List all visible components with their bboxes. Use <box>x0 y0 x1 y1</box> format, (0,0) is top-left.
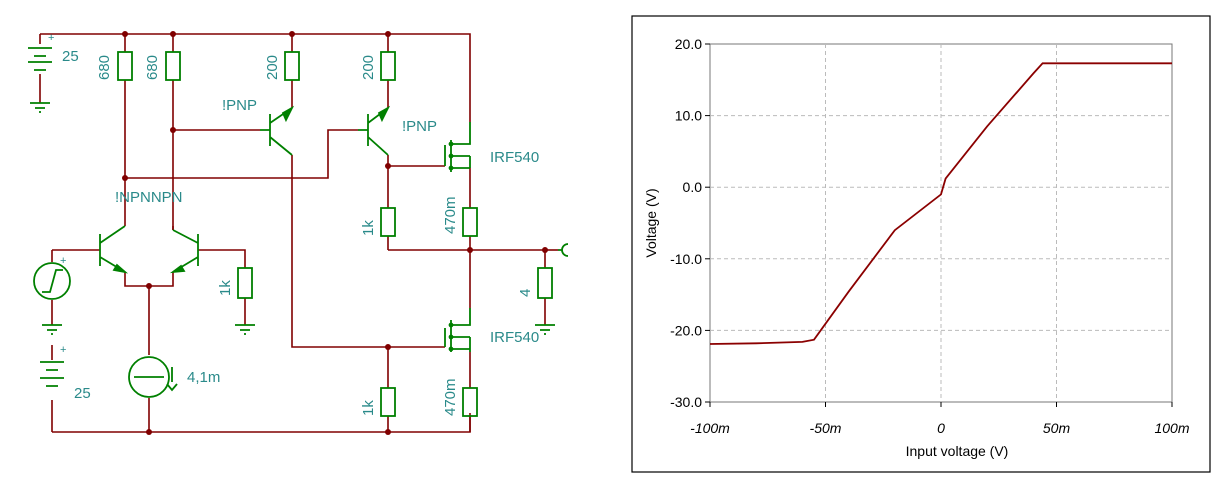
label-pnp-b: !PNP <box>402 118 437 135</box>
label-r-470m-bottom: 470m <box>442 378 459 416</box>
label-r-470m-top: 470m <box>442 196 459 234</box>
resistor-1k-right <box>237 267 253 299</box>
y-tick-label: -10.0 <box>670 251 702 267</box>
x-tick-label: 0 <box>937 420 945 436</box>
label-r-680-a: 680 <box>96 55 113 80</box>
label-r-1k-top: 1k <box>360 220 377 236</box>
label-r-1k-right: 1k <box>217 280 234 296</box>
pnp-transistor-b-icon <box>358 105 391 156</box>
series-line <box>709 62 1172 345</box>
label-plus: + <box>60 255 66 267</box>
y-axis-label: Voltage (V) <box>643 188 659 257</box>
y-tick-label: 20.0 <box>675 36 702 52</box>
label-npn-pair: !NPNNPN <box>115 189 183 206</box>
circuit-schematic: 25 + + + 25 680 680 200 200 !PNP !PNP IR… <box>28 31 569 435</box>
x-axis-label: Input voltage (V) <box>906 443 1009 459</box>
resistor-200-a <box>284 51 300 81</box>
npn-pair-icon <box>99 225 199 274</box>
x-tick-label: 50m <box>1043 420 1071 436</box>
label-battery-bottom: 25 <box>74 385 91 402</box>
resistor-680-b <box>165 51 181 81</box>
label-mosfet-top: IRF540 <box>490 149 539 166</box>
ground-icon <box>30 102 50 113</box>
output-terminal-icon <box>558 243 569 257</box>
bottom-rail-wire <box>52 413 471 433</box>
chart-frame <box>631 15 1211 473</box>
resistor-470m-bottom <box>462 387 478 417</box>
y-tick-label: -20.0 <box>670 322 702 338</box>
ground-icon <box>535 324 555 335</box>
x-tick-label: -100m <box>690 420 730 436</box>
plot-area <box>709 43 1173 403</box>
y-tick-label: 0.0 <box>683 179 703 195</box>
mosfet-top-icon <box>444 122 471 172</box>
current-source-icon <box>128 356 178 398</box>
label-r-680-b: 680 <box>144 55 161 80</box>
mosfet-bottom-icon <box>444 308 471 352</box>
resistor-470m-top <box>462 207 478 237</box>
label-r-200-a: 200 <box>264 55 281 80</box>
y-tick-label: -30.0 <box>670 394 702 410</box>
label-r-200-b: 200 <box>360 55 377 80</box>
label-current-source: 4,1m <box>187 369 220 386</box>
grid-lines <box>710 44 1172 402</box>
y-tick-label: 10.0 <box>675 108 702 124</box>
pnp-transistor-a-icon <box>260 105 295 156</box>
battery-top-icon <box>28 47 52 71</box>
label-pnp-a: !PNP <box>222 97 257 114</box>
resistor-1k-top <box>380 207 396 237</box>
label-plus: + <box>60 344 66 356</box>
label-r-4: 4 <box>517 289 534 297</box>
resistor-1k-bottom <box>380 387 396 417</box>
resistor-200-b <box>380 51 396 81</box>
x-tick-label: 100m <box>1154 420 1189 436</box>
resistor-4 <box>537 267 553 299</box>
top-rail-wire <box>40 33 471 122</box>
label-r-1k-bottom: 1k <box>360 400 377 416</box>
resistor-680-a <box>117 51 133 81</box>
ground-icon <box>235 324 255 335</box>
ground-icon <box>42 324 62 335</box>
label-mosfet-bottom: IRF540 <box>490 329 539 346</box>
x-tick-label: -50m <box>810 420 842 436</box>
battery-bottom-icon <box>40 361 64 387</box>
signal-source-icon <box>33 262 71 300</box>
label-plus: + <box>48 32 54 44</box>
label-battery-top: 25 <box>62 48 79 65</box>
